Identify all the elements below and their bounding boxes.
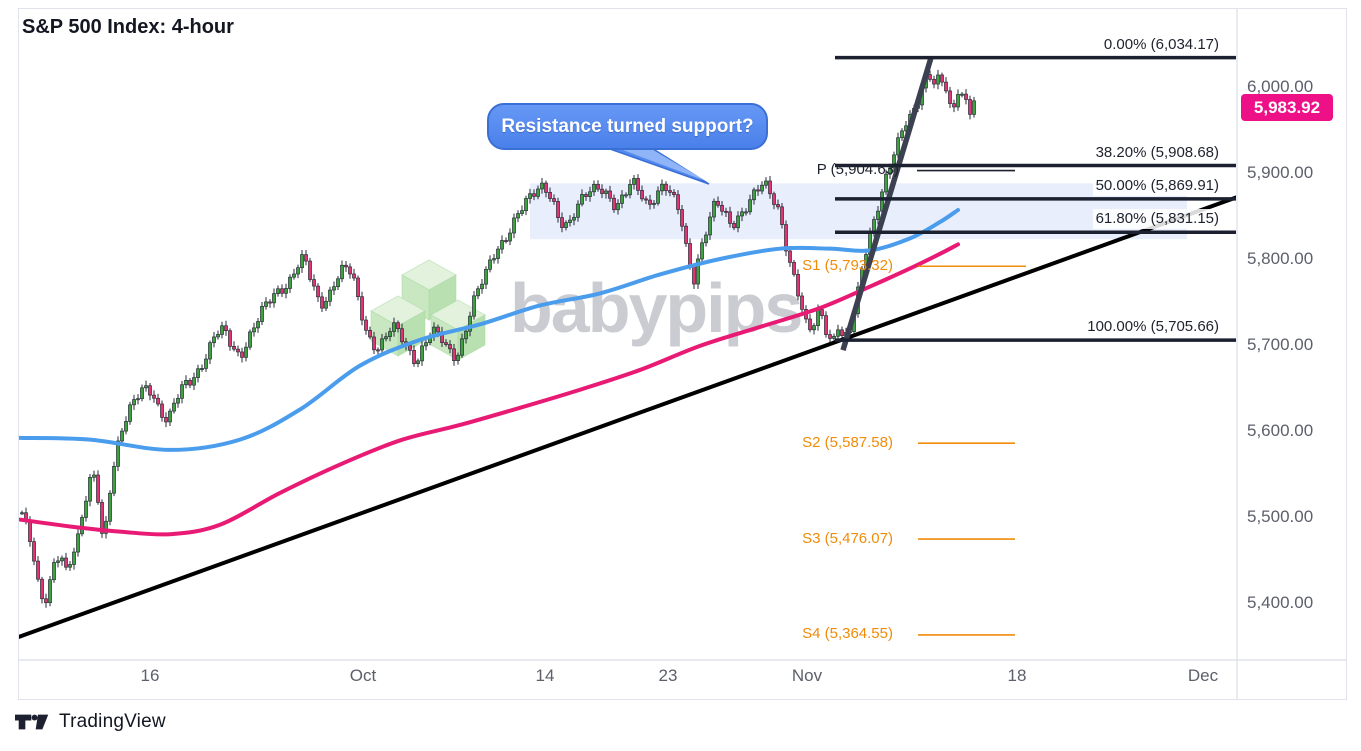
price-axis-label: 6,000.00 xyxy=(1247,77,1314,96)
time-axis-label: Dec xyxy=(1187,666,1219,685)
time-axis-label: 16 xyxy=(140,666,160,685)
last-price-badge: 5,983.92 xyxy=(1241,94,1333,121)
time-axis-label: Nov xyxy=(791,666,823,685)
tradingview-logo-icon[interactable] xyxy=(15,711,49,733)
price-axis-label: 5,700.00 xyxy=(1247,335,1314,354)
watermark-text: babypips xyxy=(510,269,803,347)
price-axis[interactable]: 6,000.00 5,900.00 5,800.00 5,700.00 5,600.00… xyxy=(1237,8,1347,660)
chart-footer: TradingView xyxy=(15,711,166,733)
price-axis-label: 5,800.00 xyxy=(1247,249,1314,268)
callout-annotation[interactable]: Resistance turned support? xyxy=(487,103,768,150)
chart-title: S&P 500 Index: 4-hour xyxy=(22,16,234,38)
price-axis-label: 5,600.00 xyxy=(1247,421,1314,440)
price-axis-label: 5,500.00 xyxy=(1247,507,1314,526)
time-axis-label: Oct xyxy=(349,666,377,685)
price-axis-label: 5,400.00 xyxy=(1247,593,1314,612)
time-axis-label: 23 xyxy=(658,666,678,685)
time-axis-label: 14 xyxy=(535,666,555,685)
callout-text: Resistance turned support? xyxy=(501,115,754,137)
price-axis-label: 5,900.00 xyxy=(1247,163,1314,182)
time-axis-label: 18 xyxy=(1007,666,1027,685)
tradingview-brand[interactable]: TradingView xyxy=(59,711,166,732)
time-axis[interactable]: 16 Oct 14 23 Nov 18 Dec xyxy=(18,660,1347,700)
